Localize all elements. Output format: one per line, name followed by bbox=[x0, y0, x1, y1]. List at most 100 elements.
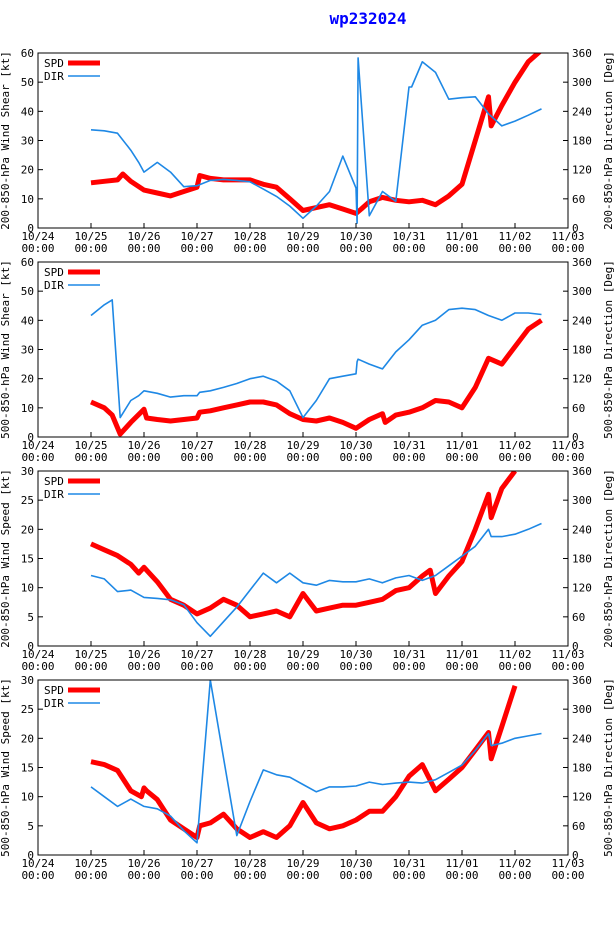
right-tick-label: 360 bbox=[572, 47, 592, 60]
left-tick-label: 10 bbox=[21, 402, 34, 415]
x-tick-date: 11/02 bbox=[498, 648, 531, 661]
right-tick-label: 0 bbox=[572, 640, 579, 653]
legend-dir-label: DIR bbox=[44, 279, 64, 292]
x-tick-date: 10/27 bbox=[180, 648, 213, 661]
x-tick-date: 11/01 bbox=[445, 439, 478, 452]
left-tick-label: 20 bbox=[21, 373, 34, 386]
x-tick-date: 11/03 bbox=[551, 230, 584, 243]
y-axis-label-right-2: 500-850-hPa Direction [Deg] bbox=[602, 260, 614, 439]
x-tick-time: 00:00 bbox=[445, 660, 478, 673]
x-tick-time: 00:00 bbox=[127, 242, 160, 255]
series-dir-line-1 bbox=[90, 57, 542, 224]
x-tick-date: 10/29 bbox=[286, 439, 319, 452]
left-tick-label: 30 bbox=[21, 344, 34, 357]
y-axis-label-left-3: 200-850-hPa Wind Speed [kt] bbox=[0, 469, 12, 648]
left-tick-label: 20 bbox=[21, 164, 34, 177]
plot-frame-4 bbox=[37, 679, 569, 856]
x-tick-date: 10/31 bbox=[392, 857, 425, 870]
series-spd-line-1 bbox=[90, 53, 542, 216]
right-tick-label: 180 bbox=[572, 344, 592, 357]
x-tick-time: 00:00 bbox=[392, 869, 425, 882]
plot-frame-1 bbox=[37, 52, 569, 229]
x-tick-time: 00:00 bbox=[445, 451, 478, 464]
x-tick-date: 10/31 bbox=[392, 439, 425, 452]
x-tick-time: 00:00 bbox=[498, 242, 531, 255]
series-dir-line-3 bbox=[90, 522, 542, 638]
right-tick-label: 120 bbox=[572, 164, 592, 177]
x-tick-time: 00:00 bbox=[339, 451, 372, 464]
x-tick-time: 00:00 bbox=[392, 451, 425, 464]
x-tick-time: 00:00 bbox=[445, 242, 478, 255]
left-tick-label: 40 bbox=[21, 105, 34, 118]
x-tick-time: 00:00 bbox=[551, 451, 584, 464]
right-tick-label: 180 bbox=[572, 762, 592, 775]
legend-spd-label: SPD bbox=[44, 475, 64, 488]
panels: 010203040506006012018024030036010/2400:0… bbox=[0, 47, 614, 882]
x-tick-time: 00:00 bbox=[498, 869, 531, 882]
chart-panel-4: 05101520253006012018024030036010/2400:00… bbox=[0, 674, 614, 882]
chart-panel-3: 05101520253006012018024030036010/2400:00… bbox=[0, 465, 614, 673]
x-tick-date: 10/31 bbox=[392, 648, 425, 661]
left-tick-label: 60 bbox=[21, 47, 34, 60]
x-tick-date: 10/25 bbox=[74, 857, 107, 870]
series-dir-line-4 bbox=[90, 680, 542, 844]
x-tick-time: 00:00 bbox=[74, 660, 107, 673]
right-tick-label: 180 bbox=[572, 553, 592, 566]
y-axis-label-left-4: 500-850-hPa Wind Speed [kt] bbox=[0, 678, 12, 857]
left-tick-label: 20 bbox=[21, 523, 34, 536]
x-tick-time: 00:00 bbox=[392, 660, 425, 673]
x-tick-date: 10/27 bbox=[180, 439, 213, 452]
x-tick-time: 00:00 bbox=[445, 869, 478, 882]
right-tick-label: 60 bbox=[572, 402, 585, 415]
series-spd-line-2 bbox=[90, 318, 543, 437]
x-tick-time: 00:00 bbox=[21, 869, 54, 882]
x-tick-date: 10/29 bbox=[286, 230, 319, 243]
x-tick-time: 00:00 bbox=[127, 660, 160, 673]
x-tick-time: 00:00 bbox=[233, 660, 266, 673]
x-tick-time: 00:00 bbox=[233, 242, 266, 255]
x-tick-date: 11/02 bbox=[498, 230, 531, 243]
left-tick-label: 25 bbox=[21, 494, 34, 507]
left-tick-label: 5 bbox=[27, 820, 34, 833]
x-tick-date: 10/28 bbox=[233, 857, 266, 870]
x-tick-date: 11/03 bbox=[551, 648, 584, 661]
x-tick-date: 10/24 bbox=[21, 439, 54, 452]
x-tick-date: 11/03 bbox=[551, 857, 584, 870]
x-tick-time: 00:00 bbox=[127, 869, 160, 882]
right-tick-label: 300 bbox=[572, 703, 592, 716]
x-tick-time: 00:00 bbox=[21, 451, 54, 464]
right-tick-label: 240 bbox=[572, 105, 592, 118]
y-axis-label-left-2: 500-850-hPa Wind Shear [kt] bbox=[0, 260, 12, 439]
x-tick-date: 10/27 bbox=[180, 230, 213, 243]
y-axis-label-right-3: 200-850-hPa Direction [Deg] bbox=[602, 469, 614, 648]
x-tick-time: 00:00 bbox=[74, 869, 107, 882]
x-tick-time: 00:00 bbox=[498, 451, 531, 464]
x-tick-date: 10/30 bbox=[339, 648, 372, 661]
x-tick-time: 00:00 bbox=[127, 451, 160, 464]
x-tick-date: 10/31 bbox=[392, 230, 425, 243]
series-spd-line-3 bbox=[89, 471, 517, 620]
x-tick-time: 00:00 bbox=[286, 242, 319, 255]
left-tick-label: 10 bbox=[21, 193, 34, 206]
x-tick-date: 10/25 bbox=[74, 230, 107, 243]
left-tick-label: 0 bbox=[27, 849, 34, 862]
x-tick-date: 10/30 bbox=[339, 857, 372, 870]
x-tick-time: 00:00 bbox=[286, 869, 319, 882]
left-tick-label: 10 bbox=[21, 582, 34, 595]
x-tick-date: 11/02 bbox=[498, 857, 531, 870]
y-axis-label-right-1: 200-850-hPa Direction [Deg] bbox=[602, 51, 614, 230]
x-tick-time: 00:00 bbox=[551, 869, 584, 882]
left-tick-label: 0 bbox=[27, 431, 34, 444]
x-tick-date: 10/28 bbox=[233, 230, 266, 243]
right-tick-label: 0 bbox=[572, 849, 579, 862]
right-tick-label: 120 bbox=[572, 373, 592, 386]
right-tick-label: 360 bbox=[572, 674, 592, 687]
left-tick-label: 30 bbox=[21, 674, 34, 687]
right-tick-label: 60 bbox=[572, 193, 585, 206]
left-tick-label: 40 bbox=[21, 314, 34, 327]
